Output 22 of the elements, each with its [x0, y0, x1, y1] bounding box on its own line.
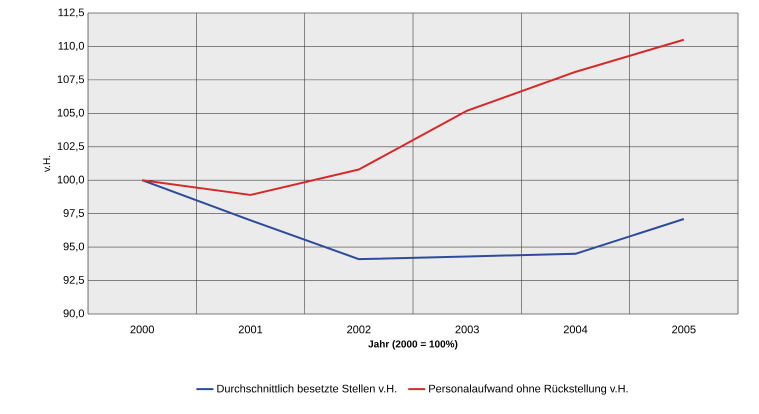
- x-tick-label: 2003: [455, 326, 479, 334]
- x-tick-label: 2000: [130, 326, 154, 334]
- x-axis-title: Jahr (2000 = 100%): [368, 340, 458, 350]
- y-tick-label: 90,0: [64, 309, 84, 319]
- legend-label: Durchschnittlich besetzte Stellen v.H.: [217, 384, 396, 392]
- legend-label: Personalaufwand ohne Rückstellung v.H.: [429, 384, 628, 395]
- y-tick-label: 105,0: [58, 108, 84, 118]
- y-tick-label: 102,5: [58, 142, 84, 152]
- x-tick-label: 2005: [672, 326, 696, 334]
- y-tick-label: 112,5: [58, 8, 84, 18]
- y-tick-label: 110,0: [58, 42, 84, 51]
- y-tick-label: 107,5: [58, 75, 84, 84]
- x-tick-label: 2001: [238, 326, 262, 334]
- y-tick-label: 97,5: [64, 209, 84, 218]
- y-tick-label: 100,0: [58, 176, 84, 185]
- line-series: [141, 38, 685, 196]
- x-tick-label: 2002: [347, 326, 371, 334]
- line-series: [141, 179, 685, 260]
- y-tick-label: 95,0: [64, 242, 84, 252]
- x-tick-label: 2004: [564, 326, 588, 334]
- y-tick-label: 92,5: [64, 276, 84, 286]
- y-axis-title: v.H.: [43, 156, 50, 172]
